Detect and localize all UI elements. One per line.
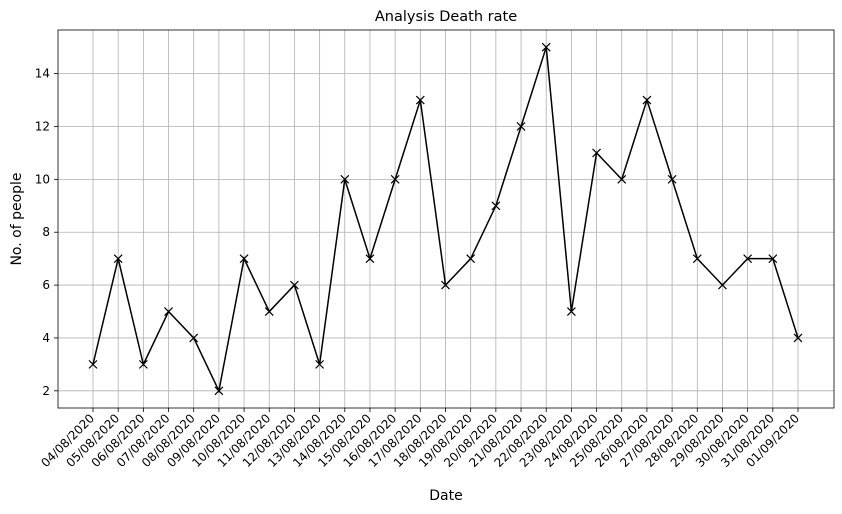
markers xyxy=(88,42,803,396)
marker-stroke xyxy=(592,148,601,158)
data-point xyxy=(642,95,652,105)
y-tick-label: 14 xyxy=(35,67,50,81)
data-point xyxy=(491,201,501,211)
marker-stroke xyxy=(239,254,249,264)
data-point xyxy=(592,148,601,158)
grid xyxy=(58,30,834,408)
data-point xyxy=(466,254,476,264)
marker-stroke xyxy=(113,254,123,264)
data-point xyxy=(390,174,400,184)
y-axis-label: No. of people xyxy=(9,172,25,265)
data-point xyxy=(365,254,375,264)
data-point xyxy=(516,122,526,131)
data-point xyxy=(667,174,677,184)
marker-stroke xyxy=(466,254,476,264)
data-point xyxy=(113,254,123,264)
marker-stroke xyxy=(491,201,501,211)
data-point xyxy=(189,333,199,343)
data-point xyxy=(415,95,425,105)
data-point xyxy=(239,254,249,264)
marker-stroke xyxy=(642,95,652,105)
plot-frame xyxy=(57,29,835,409)
marker-stroke xyxy=(264,307,274,316)
marker-stroke xyxy=(290,280,299,290)
data-point xyxy=(566,307,576,316)
y-tick-label: 2 xyxy=(42,384,50,398)
marker-stroke xyxy=(390,174,400,184)
marker-stroke xyxy=(692,254,702,264)
marker-stroke xyxy=(541,42,551,52)
data-point xyxy=(768,254,778,264)
data-point xyxy=(88,359,98,369)
data-point xyxy=(617,174,627,184)
data-point xyxy=(743,254,753,264)
data-point xyxy=(164,307,173,316)
marker-stroke xyxy=(516,122,526,131)
marker-stroke xyxy=(441,280,450,290)
data-point xyxy=(793,333,803,343)
data-point xyxy=(214,386,224,396)
data-point xyxy=(138,359,148,369)
y-tick-label: 6 xyxy=(42,278,50,292)
marker-stroke xyxy=(214,386,224,396)
marker-stroke xyxy=(88,359,98,369)
x-axis: 04/08/202005/08/202006/08/202007/08/2020… xyxy=(38,408,802,470)
y-tick-label: 4 xyxy=(42,331,50,345)
data-point xyxy=(692,254,702,264)
marker-stroke xyxy=(138,359,148,369)
marker-stroke xyxy=(743,254,753,264)
y-tick-label: 12 xyxy=(35,119,50,133)
marker-stroke xyxy=(415,95,425,105)
marker-stroke xyxy=(189,333,199,343)
marker-stroke xyxy=(340,174,350,184)
marker-stroke xyxy=(566,307,576,316)
marker-stroke xyxy=(718,280,727,290)
marker-stroke xyxy=(793,333,803,343)
x-axis-label: Date xyxy=(429,488,462,504)
data-point xyxy=(441,280,450,290)
data-point xyxy=(264,307,274,316)
data-point xyxy=(541,42,551,52)
y-tick-label: 10 xyxy=(35,172,50,186)
marker-stroke xyxy=(768,254,778,264)
data-point xyxy=(315,359,325,369)
marker-stroke xyxy=(667,174,677,184)
marker-stroke xyxy=(164,307,173,316)
y-axis: 2 4 6 8 10 12 14 xyxy=(35,67,58,398)
data-point xyxy=(290,280,299,290)
data-point xyxy=(340,174,350,184)
marker-stroke xyxy=(315,359,325,369)
marker-stroke xyxy=(365,254,375,264)
chart-title: Analysis Death rate xyxy=(375,9,517,25)
marker-stroke xyxy=(617,174,627,184)
y-tick-label: 8 xyxy=(42,225,50,239)
data-point xyxy=(718,280,727,290)
